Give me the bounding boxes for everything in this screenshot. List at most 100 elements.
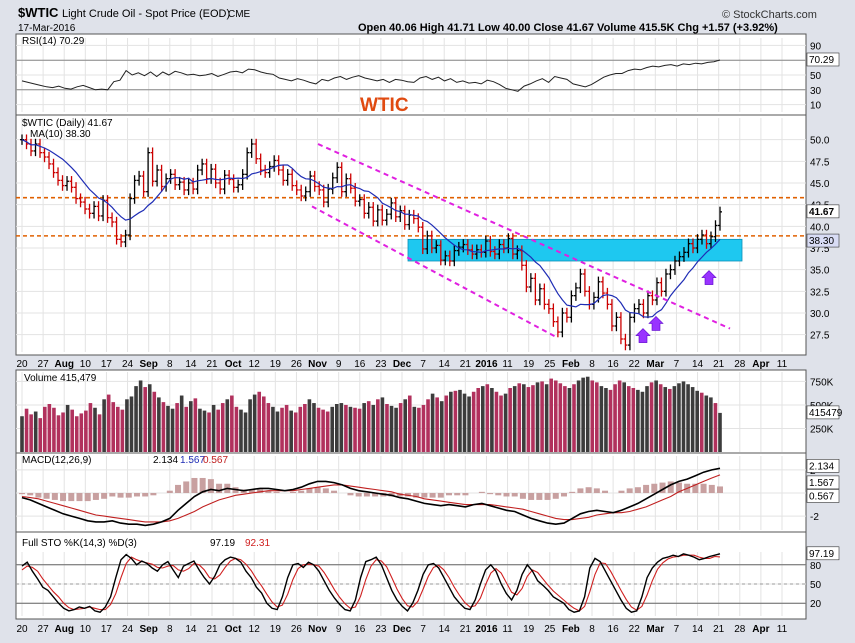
volume-bar	[289, 410, 293, 452]
macd-histogram-bar	[478, 491, 485, 493]
volume-bar	[330, 406, 335, 452]
macd-histogram-bar	[528, 493, 535, 500]
volume-bar	[649, 382, 654, 452]
y-tick-label: 30.0	[810, 309, 830, 320]
macd-last-tag-3-box	[806, 489, 840, 503]
rsi-y-axis: 9070503010	[810, 41, 822, 111]
volume-bar	[366, 401, 371, 452]
volume-label: Volume 415,479	[24, 373, 97, 384]
y-tick-label: 45.0	[810, 179, 830, 190]
x-tick-label: 10	[80, 624, 92, 635]
volume-bar	[636, 389, 640, 452]
macd-histogram-bar	[577, 488, 584, 493]
volume-bar	[677, 383, 681, 452]
rsi-last-tag: 70.29	[809, 55, 834, 66]
volume-bar	[531, 385, 535, 452]
volume-bar	[709, 397, 713, 452]
volume-bar	[353, 407, 357, 452]
macd-histogram-bar	[150, 493, 157, 496]
volume-bar	[668, 388, 672, 452]
x-tick-label: 17	[101, 624, 113, 635]
macd-last-tag-2: 1.567	[809, 478, 834, 489]
volume-bar	[444, 395, 449, 452]
macd-histogram-bar	[43, 493, 50, 499]
ma-last-tag: 38.30	[809, 236, 834, 247]
x-tick-label: 22	[629, 359, 641, 370]
chart-watermark: WTIC	[360, 95, 409, 116]
macd-histogram-bar	[446, 493, 453, 496]
volume-bar	[193, 398, 198, 452]
volume-bar	[435, 397, 439, 452]
macd-histogram-bar	[51, 493, 58, 500]
macd-histogram-bar	[207, 479, 214, 493]
macd-histogram-bar	[413, 493, 420, 498]
macd-histogram-bar	[298, 490, 305, 493]
volume-bar	[471, 391, 476, 452]
volume-bar	[147, 384, 152, 452]
x-tick-label: 8	[589, 359, 595, 370]
volume-bar	[695, 390, 699, 452]
macd-histogram-bar	[487, 493, 494, 495]
volume-bar	[225, 399, 230, 452]
x-tick-label: 14	[185, 624, 197, 635]
volume-bar	[33, 411, 38, 452]
y-tick-label: 10	[810, 101, 822, 112]
volume-bar	[476, 388, 481, 452]
macd-histogram-bar	[552, 493, 559, 499]
x-tick-label: Sep	[139, 359, 157, 370]
x-tick-label: 14	[439, 624, 451, 635]
volume-bar	[129, 396, 134, 452]
chart-exchange: CME	[228, 9, 251, 20]
macd-histogram-bar	[511, 493, 518, 497]
macd-histogram-bar	[495, 493, 502, 496]
volume-bar	[380, 397, 385, 452]
y-tick-label: 37.5	[810, 244, 830, 255]
volume-bar	[558, 383, 563, 452]
macd-histogram-bar	[199, 477, 206, 493]
volume-bar	[170, 408, 175, 452]
volume-bar	[608, 389, 613, 452]
volume-bar	[38, 418, 43, 452]
volume-bar	[622, 382, 626, 452]
macd-histogram-bar	[454, 493, 461, 496]
x-tick-label: 26	[291, 359, 303, 370]
y-tick-label: 47.5	[810, 157, 830, 168]
volume-bar	[449, 391, 453, 452]
volume-bar	[334, 404, 339, 452]
sto-k-value: 97.19	[210, 538, 235, 549]
volume-bar	[604, 388, 608, 452]
macd-histogram-bar	[142, 493, 149, 497]
macd-value-3: 0.567	[203, 455, 228, 466]
macd-histogram-bar	[602, 490, 609, 493]
macd-histogram-bar	[421, 493, 428, 498]
volume-bar	[74, 416, 79, 452]
macd-histogram-bar	[404, 493, 411, 497]
macd-histogram-bar	[536, 493, 543, 500]
volume-bar	[52, 407, 56, 452]
volume-bar	[572, 384, 576, 452]
volume-bar	[102, 399, 106, 452]
volume-bar	[485, 384, 490, 452]
macd-histogram-bar	[675, 482, 682, 493]
volume-bar	[576, 380, 581, 452]
macd-last-tag-1-box	[806, 459, 840, 473]
volume-bar	[257, 391, 262, 452]
x-tick-label: 16	[608, 624, 620, 635]
x-tick-label: 14	[692, 624, 704, 635]
x-tick-label: Oct	[225, 624, 242, 635]
macd-histogram-bar	[306, 488, 313, 493]
x-tick-label: 21	[713, 624, 725, 635]
volume-bar	[462, 393, 467, 452]
macd-histogram-bar	[322, 488, 329, 493]
macd-histogram-bar	[273, 491, 280, 493]
sto-last-tag: 97.19	[809, 549, 834, 560]
x-tick-label: Nov	[308, 624, 327, 635]
volume-bar	[344, 404, 348, 452]
volume-bar	[61, 412, 65, 452]
x-tick-label: 8	[589, 624, 595, 635]
volume-bar	[243, 412, 248, 452]
volume-bar	[535, 382, 540, 452]
x-tick-label: 28	[734, 359, 746, 370]
volume-bar	[453, 390, 458, 452]
